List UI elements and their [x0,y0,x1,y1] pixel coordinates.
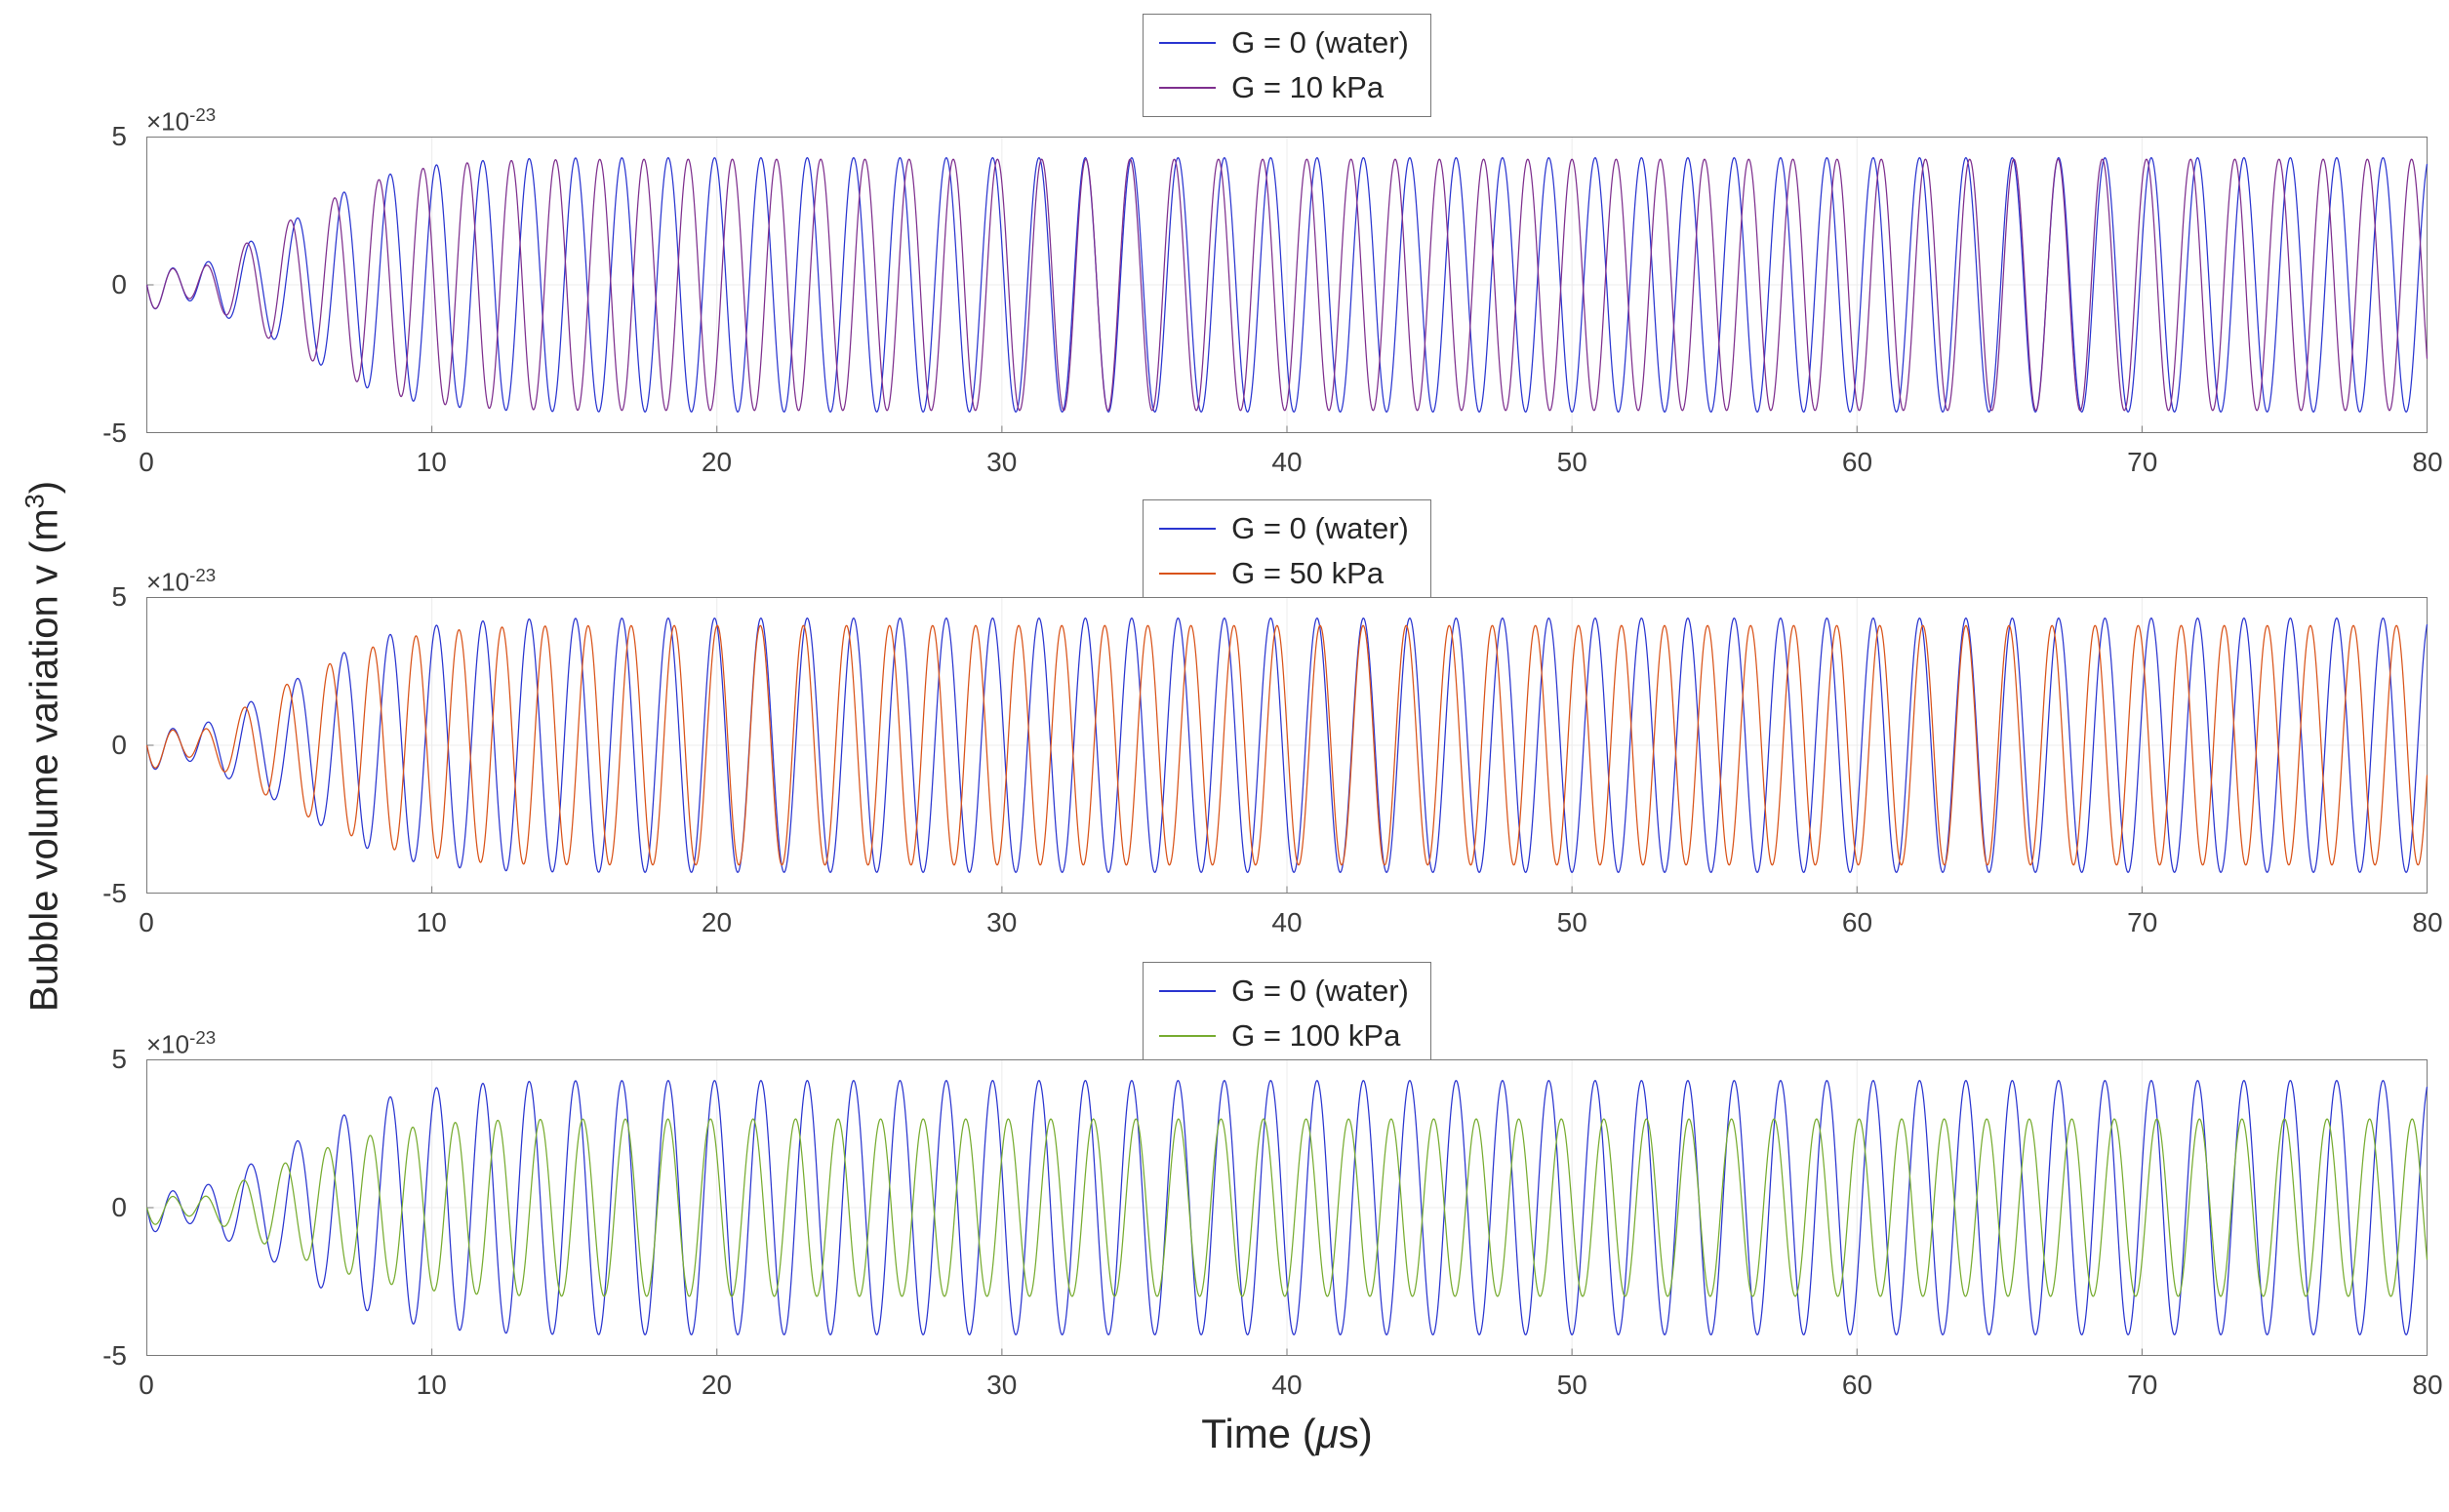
legend-line-sample [1159,989,1217,993]
legend-label: G = 50 kPa [1231,556,1385,590]
x-tick-label: 20 [701,447,733,477]
y-tick-label: -5 [102,418,127,448]
legend-entry: G = 100 kPa [1159,1015,1409,1056]
x-tick-label: 40 [1271,1370,1303,1400]
x-tick-label: 70 [2127,907,2158,937]
x-tick-label: 30 [986,907,1018,937]
legend-line-sample [1159,572,1217,576]
legend-entry: G = 0 (water) [1159,971,1409,1012]
legend-entry: G = 50 kPa [1159,553,1409,594]
legend-label: G = 100 kPa [1231,1018,1401,1053]
y-axis-label: Bubble volume variation v (m3) [19,480,66,1013]
y-exponent-label: ×10-23 [146,104,217,137]
x-tick-label: 50 [1556,1370,1587,1400]
x-tick-label: 30 [986,447,1018,477]
x-tick-label: 10 [416,447,447,477]
x-tick-label: 10 [416,1370,447,1400]
x-tick-label: 80 [2412,447,2443,477]
legend-label: G = 0 (water) [1231,511,1409,545]
x-tick-label: 10 [416,907,447,937]
legend-line-sample [1159,86,1217,90]
y-exponent-label: ×10-23 [146,565,217,597]
x-tick-labels: 0 10 20 30 40 50 60 70 80 [139,441,2442,477]
x-tick-label: 50 [1556,907,1587,937]
y-tick-label: 5 [111,121,127,151]
y-tick-label: 5 [111,1044,127,1074]
y-tick-label: 0 [111,269,127,299]
y-tick-labels: 5 0 -5 [84,581,135,908]
legend: G = 0 (water) G = 10 kPa [146,14,2428,117]
x-tick-label: 60 [1841,907,1873,937]
y-exponent-label: ×10-23 [146,1027,217,1059]
x-tick-label: 20 [701,907,733,937]
legend-line-sample [1159,1034,1217,1038]
legend-entry: G = 0 (water) [1159,22,1409,63]
plot-canvas [146,137,2428,433]
x-tick-label: 40 [1271,907,1303,937]
x-tick-label: 0 [139,447,154,477]
y-tick-labels: 5 0 -5 [84,1044,135,1371]
legend-label: G = 10 kPa [1231,70,1385,104]
x-tick-labels: 0 10 20 30 40 50 60 70 80 [139,901,2442,937]
legend: G = 0 (water) G = 50 kPa [146,499,2428,603]
legend-line-sample [1159,41,1217,45]
y-tick-label: -5 [102,1340,127,1371]
legend-label: G = 0 (water) [1231,25,1409,60]
plot-canvas [146,1059,2428,1356]
x-tick-label: 30 [986,1370,1018,1400]
x-tick-label: 20 [701,1370,733,1400]
y-tick-label: 0 [111,730,127,760]
x-tick-label: 70 [2127,447,2158,477]
x-tick-label: 40 [1271,447,1303,477]
legend-entry: G = 0 (water) [1159,508,1409,549]
y-tick-label: 5 [111,581,127,612]
plot-canvas [146,597,2428,894]
x-tick-label: 50 [1556,447,1587,477]
x-tick-labels: 0 10 20 30 40 50 60 70 80 [139,1364,2442,1400]
x-axis-label: Time (μs) [1201,1411,1373,1456]
x-tick-label: 0 [139,907,154,937]
x-tick-label: 70 [2127,1370,2158,1400]
x-tick-label: 80 [2412,907,2443,937]
x-tick-label: 0 [139,1370,154,1400]
legend-label: G = 0 (water) [1231,974,1409,1008]
y-tick-label: 0 [111,1192,127,1222]
legend-line-sample [1159,527,1217,531]
y-tick-labels: 5 0 -5 [84,121,135,448]
legend: G = 0 (water) G = 100 kPa [146,962,2428,1065]
x-tick-label: 60 [1841,1370,1873,1400]
legend-entry: G = 10 kPa [1159,67,1409,108]
y-tick-label: -5 [102,878,127,908]
x-tick-label: 80 [2412,1370,2443,1400]
x-tick-label: 60 [1841,447,1873,477]
